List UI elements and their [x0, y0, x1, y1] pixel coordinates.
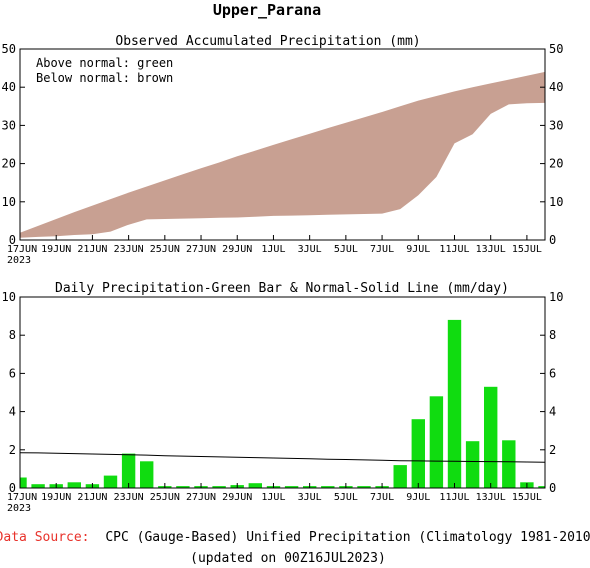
y-tick-label: 2 — [9, 443, 16, 457]
x-tick-label: 19JUN — [41, 244, 71, 255]
y-tick-label-right: 20 — [549, 157, 563, 171]
daily-bar — [121, 453, 136, 488]
accumulated-chart: Observed Accumulated Precipitation (mm) … — [2, 34, 564, 266]
footer-updated: (updated on 00Z16JUL2023) — [190, 551, 386, 566]
y-tick-label: 0 — [9, 481, 16, 495]
page-title: Upper_Parana — [213, 1, 321, 19]
x-tick-label: 3JUL — [298, 492, 322, 503]
y-tick-label-right: 30 — [549, 118, 563, 132]
x-tick-label: 13JUL — [476, 244, 506, 255]
daily-x-axis: 17JUN 19JUN 21JUN 23JUN 25JUN 27JUN 29JUN 1JUL 3… — [7, 483, 542, 514]
x-tick-label: 3JUL — [298, 244, 322, 255]
daily-bar — [31, 484, 45, 488]
daily-bar — [321, 486, 335, 488]
daily-chart-title: Daily Precipitation-Green Bar & Normal-S… — [55, 281, 509, 296]
accumulated-x-axis: 17JUN 19JUN 21JUN 23JUN 25JUN 27JUN 29JUN 1JUL 3… — [7, 235, 542, 266]
y-tick-label: 10 — [2, 290, 16, 304]
y-tick-label-right: 4 — [549, 405, 556, 419]
y-tick-label: 4 — [9, 405, 16, 419]
x-tick-label: 11JUL — [439, 244, 469, 255]
x-tick-label: 27JUN — [186, 244, 216, 255]
daily-bar — [140, 461, 154, 488]
daily-bar — [357, 486, 371, 488]
daily-plot-frame — [19, 296, 546, 489]
daily-bar — [176, 486, 190, 488]
x-tick-label: 25JUN — [150, 492, 180, 503]
daily-bar — [538, 486, 545, 488]
daily-bar — [465, 441, 480, 488]
x-tick-label: 17JUN — [7, 244, 37, 255]
accumulated-chart-title: Observed Accumulated Precipitation (mm) — [115, 34, 420, 49]
x-tick-label: 29JUN — [222, 492, 252, 503]
y-tick-label-right: 0 — [549, 481, 556, 495]
x-tick-label: 15JUL — [512, 492, 542, 503]
x-tick-label: 9JUL — [406, 244, 430, 255]
footer-source-text: CPC (Gauge-Based) Unified Precipitation … — [105, 530, 590, 545]
y-tick-label: 30 — [2, 118, 16, 132]
x-tick-label: 25JUN — [150, 244, 180, 255]
x-tick-label: 9JUL — [406, 492, 430, 503]
daily-bar — [248, 483, 262, 488]
daily-bars — [20, 319, 545, 489]
daily-normal-line — [19, 452, 546, 463]
footer-source-line: Data Source: CPC (Gauge-Based) Unified P… — [0, 530, 590, 545]
x-tick-label: 21JUN — [77, 244, 107, 255]
daily-y-axis: 0 0 2 2 4 4 6 6 8 8 10 10 — [2, 290, 564, 495]
daily-bar — [20, 477, 27, 488]
x-tick-label: 17JUN — [7, 492, 37, 503]
x-tick-label: 15JUL — [512, 244, 542, 255]
x-tick-label: 1JUL — [261, 244, 285, 255]
x-tick-label: 1JUL — [261, 492, 285, 503]
x-tick-label: 29JUN — [222, 244, 252, 255]
y-tick-label: 10 — [2, 195, 16, 209]
footer-source-label: Data Source: — [0, 530, 90, 545]
x-tick-label: 21JUN — [77, 492, 107, 503]
y-tick-label: 6 — [9, 366, 16, 380]
x-tick-label: 5JUL — [334, 244, 358, 255]
x-tick-label: 7JUL — [370, 492, 394, 503]
y-tick-label-right: 50 — [549, 42, 563, 56]
daily-bar — [103, 475, 118, 488]
y-tick-label-right: 8 — [549, 328, 556, 342]
accumulated-legend-below: Below normal: brown — [36, 71, 173, 85]
accumulated-difference-area — [20, 71, 545, 238]
y-tick-label-right: 0 — [549, 233, 556, 247]
y-tick-label-right: 6 — [549, 366, 556, 380]
x-tick-label: 19JUN — [41, 492, 71, 503]
y-tick-label-right: 40 — [549, 80, 563, 94]
x-tick-label: 23JUN — [114, 492, 144, 503]
x-tick-label: 27JUN — [186, 492, 216, 503]
x-tick-label: 5JUL — [334, 492, 358, 503]
y-tick-label: 0 — [9, 233, 16, 247]
daily-bar — [429, 396, 444, 488]
daily-bar — [447, 319, 462, 488]
daily-bar — [284, 486, 299, 488]
daily-bar — [212, 486, 226, 488]
y-tick-label-right: 10 — [549, 195, 563, 209]
x-year-label: 2023 — [7, 503, 31, 514]
daily-bar — [484, 386, 498, 488]
y-tick-label-right: 10 — [549, 290, 563, 304]
daily-chart: Daily Precipitation-Green Bar & Normal-S… — [2, 281, 564, 514]
y-tick-label: 50 — [2, 42, 16, 56]
daily-bar — [67, 482, 81, 488]
accumulated-legend-above: Above normal: green — [36, 56, 173, 70]
x-tick-label: 7JUL — [370, 244, 394, 255]
x-tick-label: 23JUN — [114, 244, 144, 255]
y-tick-label-right: 2 — [549, 443, 556, 457]
daily-bar — [393, 465, 407, 488]
daily-bar — [502, 440, 516, 489]
daily-bar — [411, 419, 425, 488]
y-tick-label: 40 — [2, 80, 16, 94]
y-tick-label: 8 — [9, 328, 16, 342]
x-year-label: 2023 — [7, 255, 31, 266]
x-tick-label: 11JUL — [439, 492, 469, 503]
y-tick-label: 20 — [2, 157, 16, 171]
x-tick-label: 13JUL — [476, 492, 506, 503]
accumulated-y-axis: 0 0 10 10 20 20 30 30 40 40 50 50 — [2, 42, 564, 247]
accumulated-plot-frame — [19, 48, 546, 241]
